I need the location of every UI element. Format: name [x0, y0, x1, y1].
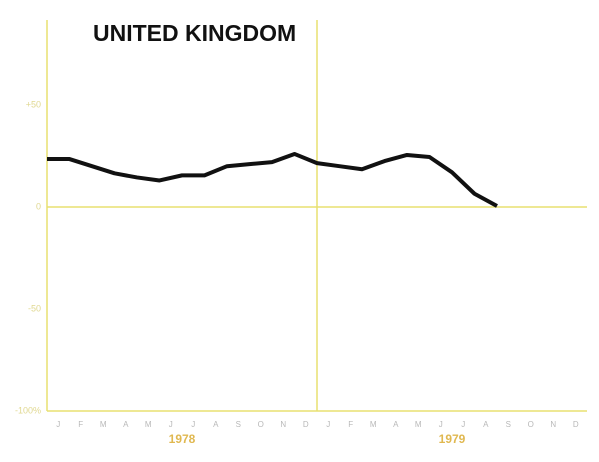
y-tick-label: -100%	[15, 405, 41, 415]
x-tick-label: J	[461, 420, 465, 429]
x-tick-label: D	[573, 420, 579, 429]
x-tick-label: M	[145, 420, 152, 429]
x-tick-label: S	[236, 420, 241, 429]
x-tick-label: A	[393, 420, 399, 429]
x-tick-label: A	[483, 420, 489, 429]
x-tick-label: N	[280, 420, 286, 429]
x-tick-label: M	[100, 420, 107, 429]
x-tick-label: A	[123, 420, 129, 429]
x-tick-label: J	[191, 420, 195, 429]
year-label: 1978	[169, 432, 196, 446]
x-tick-label: N	[550, 420, 556, 429]
x-tick-label: F	[78, 420, 83, 429]
x-tick-label: J	[439, 420, 443, 429]
x-tick-label: O	[258, 420, 264, 429]
x-tick-label: M	[370, 420, 377, 429]
y-tick-label: +50	[26, 99, 41, 109]
chart-title: UNITED KINGDOM	[93, 20, 296, 46]
y-tick-label: -50	[28, 303, 41, 313]
x-tick-label: M	[415, 420, 422, 429]
x-tick-label: F	[348, 420, 353, 429]
x-tick-label: D	[303, 420, 309, 429]
y-tick-label: 0	[36, 201, 41, 211]
x-tick-label: S	[506, 420, 511, 429]
x-tick-label: J	[326, 420, 330, 429]
year-label: 1979	[439, 432, 466, 446]
data-line	[47, 151, 498, 208]
x-tick-label: A	[213, 420, 219, 429]
x-tick-label: O	[528, 420, 534, 429]
x-tick-label: J	[169, 420, 173, 429]
x-tick-label: J	[56, 420, 60, 429]
